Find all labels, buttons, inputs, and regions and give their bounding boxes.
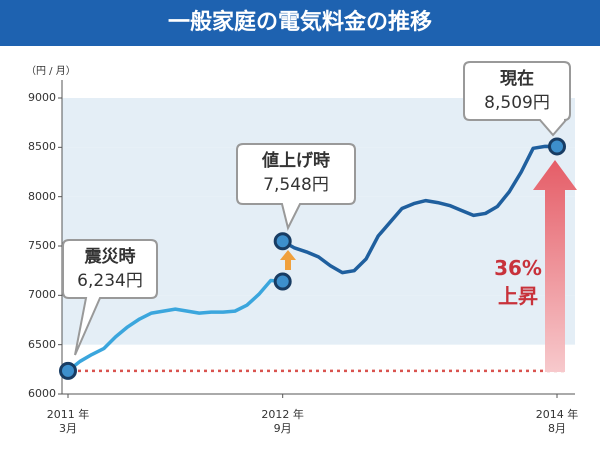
callout-box bbox=[236, 143, 356, 231]
price-up-arrow bbox=[280, 250, 296, 270]
y-tick-label: 6000 bbox=[28, 387, 56, 400]
rise-label: 36% 上昇 bbox=[494, 256, 542, 308]
x-tick-label: 2012 年 9月 bbox=[261, 408, 304, 435]
x-tick-label: 2011 年 3月 bbox=[46, 408, 90, 435]
data-marker bbox=[59, 361, 77, 380]
callout-value: 8,509円 bbox=[484, 93, 550, 113]
y-tick-label: 9000 bbox=[28, 91, 56, 104]
y-tick-label: 6500 bbox=[28, 337, 56, 351]
y-tick-label: 8500 bbox=[28, 140, 56, 154]
data-marker bbox=[273, 272, 292, 291]
y-tick-label: 7500 bbox=[28, 239, 56, 252]
callout-label: 震災時 bbox=[84, 247, 136, 267]
y-tick-label: 8000 bbox=[28, 189, 56, 203]
callout-box bbox=[463, 61, 571, 137]
callout-value: 7,548円 bbox=[263, 175, 329, 195]
grid-band bbox=[62, 345, 575, 394]
callout-value: 6,234円 bbox=[77, 271, 143, 291]
series-line bbox=[66, 278, 283, 373]
callout-text: 震災時 6,234円 bbox=[63, 245, 157, 293]
callout-label: 現在 bbox=[500, 69, 534, 89]
callout-box bbox=[62, 239, 158, 356]
callout-text: 現在 8,509円 bbox=[464, 67, 570, 115]
y-tick-label: 7000 bbox=[28, 288, 56, 302]
data-marker bbox=[273, 232, 292, 251]
rise-arrow bbox=[533, 160, 577, 372]
y-unit: （円 / 月） bbox=[26, 66, 76, 77]
x-tick-label: 2014 年 8月 bbox=[535, 408, 579, 435]
series-line bbox=[281, 144, 558, 275]
data-marker bbox=[548, 137, 566, 156]
callout-label: 値上げ時 bbox=[262, 151, 330, 171]
grid-band bbox=[62, 295, 575, 345]
callout-text: 値上げ時 7,548円 bbox=[237, 149, 355, 197]
chart-title: 一般家庭の電気料金の推移 bbox=[167, 10, 432, 35]
title-bar bbox=[0, 0, 600, 46]
